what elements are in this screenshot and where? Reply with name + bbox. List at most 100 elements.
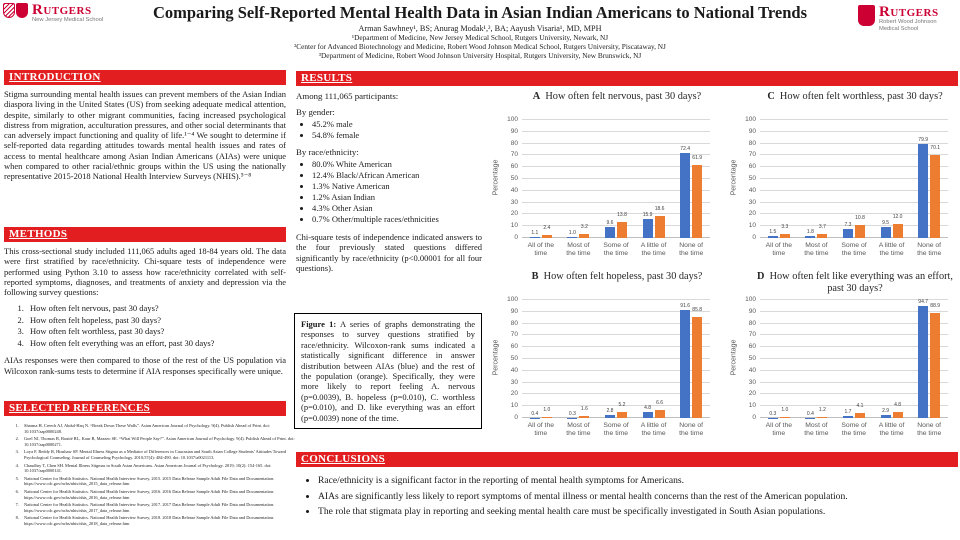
chart-C: C How often felt worthless, past 30 days… [726,90,958,268]
reference-item: National Center for Health Statistics. N… [20,515,296,526]
survey-questions-list: How often felt nervous, past 30 days?How… [4,303,286,349]
bar-rest-of-population: 3.3 [779,224,790,238]
gridline [522,358,710,359]
bar-data-label: 1.8 [806,228,814,235]
gender-item: 54.8% female [312,130,482,141]
affiliations-block: ¹Department of Medicine, New Jersey Medi… [112,33,848,60]
category-group: 1.8 3.7 [798,120,836,238]
bar-groups: 1.5 3.3 1.8 3.7 7.3 10.8 9.5 12.0 79.9 70.1 [760,120,948,238]
y-tick-label: 70 [748,331,756,339]
category-group: 9.5 12.0 [873,120,911,238]
reference-item: National Center for Health Statistics. N… [20,476,296,487]
gridline [760,142,948,144]
gridline [760,166,948,168]
chart-title: A How often felt nervous, past 30 days? [532,91,702,102]
race-item: 4.3% Other Asian [312,203,482,214]
chart-title: C How often felt worthless, past 30 days… [767,91,943,102]
gridline [522,189,710,191]
x-category-label: A little of the time [878,242,905,257]
bar-data-label: 7.3 [844,222,852,229]
bar-data-label: 0.3 [568,410,576,417]
bar-data-label: 1.0 [543,406,551,413]
conclusions-list: Race/ethnicity is a significant factor i… [300,475,960,522]
category-group: 2.8 5.2 [597,300,635,418]
y-tick-label: 70 [510,331,518,339]
race-item: 12.4% Black/African American [312,170,482,181]
bar-aia: 15.9 [642,212,653,238]
figure1-charts-grid: A How often felt nervous, past 30 days? P… [488,88,958,450]
gridline [760,417,948,418]
race-list: 80.0% White American12.4% Black/African … [296,159,482,225]
bar-data-label: 1.0 [568,229,576,236]
bar-rest-of-population: 1.0 [779,407,790,418]
gridline [760,358,948,359]
gridline [522,381,710,383]
y-tick-label: 100 [745,116,756,123]
bar-rest-of-population: 61.9 [692,155,703,238]
gridline [522,225,710,227]
bar-data-label: 2.8 [606,407,614,414]
conclusions-heading: CONCLUSIONS [296,452,958,467]
race-item: 0.7% Other/multiple races/ethnicities [312,214,482,225]
bar-aia: 79.9 [918,137,929,238]
x-category-label: All of the time [765,242,793,257]
y-tick-label: 0 [514,414,518,421]
category-group: 15.9 18.6 [635,120,673,238]
results-block: Among 111,065 participants: By gender: 4… [296,91,482,273]
rutgers-wordmark: Rutgers [32,2,92,18]
y-tick-label: 60 [510,163,518,171]
gender-item: 45.2% male [312,119,482,130]
participants-line: Among 111,065 participants: [296,91,399,101]
category-group: 0.3 1.6 [560,300,598,418]
y-tick-label: 60 [748,163,756,171]
x-category-label: None of the time [917,422,942,437]
chart-B: B How often felt hopeless, past 30 days?… [488,270,720,448]
bar-rest-of-population: 5.2 [616,402,627,418]
category-group: 79.9 70.1 [910,120,948,238]
gridline [522,299,710,300]
gridline [760,310,948,312]
bar-data-label: 18.6 [654,206,665,213]
bar-data-label: 9.6 [606,219,614,226]
y-tick-label: 100 [507,116,518,123]
chart-letter: C [767,91,775,102]
x-category-label: Some of the time [841,422,867,437]
affiliation-line: ²Center for Advanced Biotechnology and M… [294,41,666,51]
figure1-label: Figure 1: [301,319,337,329]
chart-letter: D [757,271,765,282]
y-tick-label: 10 [510,222,518,230]
bar-rest-of-population: 1.6 [579,406,590,418]
bar-rest-of-population: 6.6 [654,400,665,418]
gridline [522,166,710,168]
y-tick-label: 20 [510,210,518,218]
affiliation-line: ¹Department of Medicine, New Jersey Medi… [351,33,609,42]
bar-aia: 1.8 [805,229,816,238]
gridline [522,334,710,336]
category-group: 2.9 4.8 [873,300,911,418]
bar-data-label: 1.1 [531,229,539,236]
y-tick-label: 0 [514,234,518,241]
bar-data-label: 3.3 [781,224,789,231]
bar-aia: 7.3 [842,222,853,238]
gridline [760,369,948,371]
x-category-label: None of the time [679,422,704,437]
gender-list: 45.2% male54.8% female [296,119,482,141]
race-item: 1.3% Native American [312,181,482,192]
gridline [522,322,710,324]
x-category-label: A little of the time [640,242,667,257]
category-group: 0.3 1.0 [760,300,798,418]
x-category-labels: All of the time Most of the time Some of t… [522,422,710,438]
category-group: 1.5 3.3 [760,120,798,238]
introduction-text: Stigma surrounding mental health issues … [4,89,286,182]
y-tick-label: 20 [748,390,756,398]
references-list: Sharma H, Creech AJ, Abdul-Haq N. “Break… [8,423,296,529]
gridline [522,310,710,312]
gridline [522,237,710,238]
chi-square-text: Chi-square tests of independence indicat… [296,232,482,273]
plot-area: 0.4 1.0 0.3 1.6 2.8 5.2 4.8 6.6 91.6 85.8 [522,299,710,418]
results-heading: RESULTS [296,71,958,86]
plot-area: 0.3 1.0 0.4 1.2 1.7 4.1 2.9 4.8 94.7 88.9 [760,299,948,418]
x-category-label: None of the time [917,242,942,257]
bar-aia: 1.5 [767,229,778,238]
bar-data-label: 70.1 [930,145,941,152]
